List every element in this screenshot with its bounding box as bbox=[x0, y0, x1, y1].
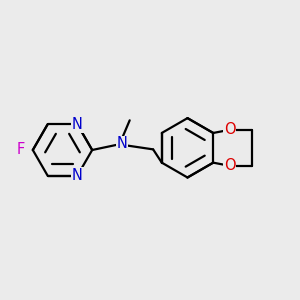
Text: O: O bbox=[224, 158, 236, 173]
Text: N: N bbox=[116, 136, 127, 151]
Text: F: F bbox=[17, 142, 25, 158]
Text: O: O bbox=[224, 122, 236, 137]
Text: N: N bbox=[72, 117, 83, 132]
Text: N: N bbox=[72, 168, 83, 183]
